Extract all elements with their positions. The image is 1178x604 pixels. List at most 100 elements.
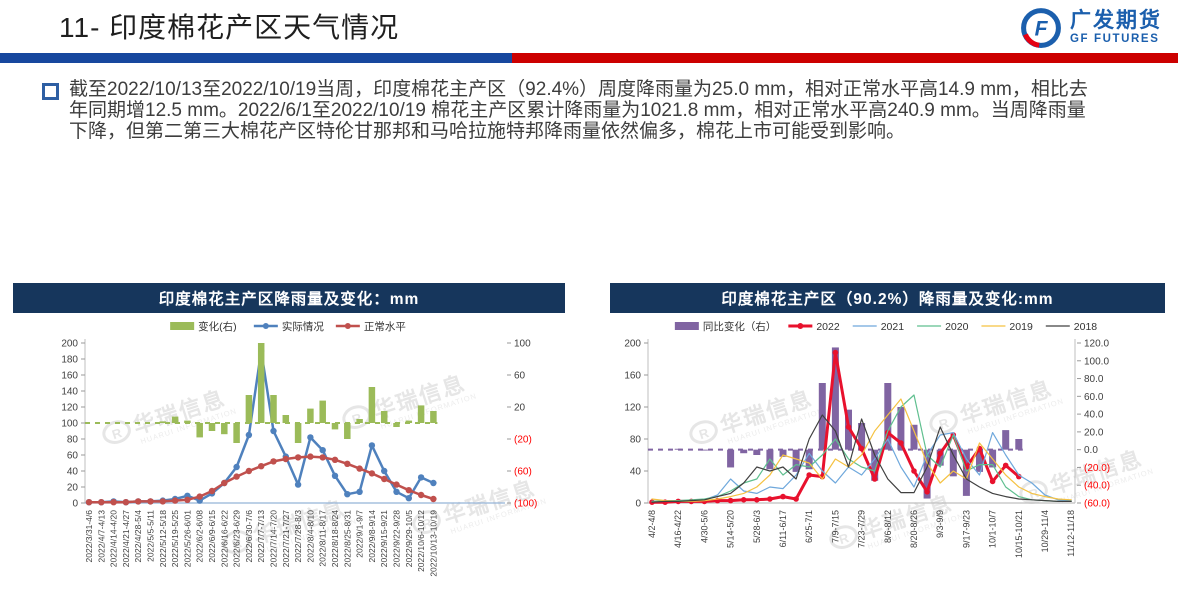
svg-text:R: R: [697, 425, 711, 442]
bullet-square-icon: [42, 83, 59, 100]
svg-text:80: 80: [67, 435, 79, 446]
svg-text:4/2-4/8: 4/2-4/8: [647, 510, 657, 538]
x-axis-labels: 4/2-4/8 4/16-4/22 4/30-5/6 5/14-5/20 5/28-6/…: [647, 510, 1076, 558]
svg-text:160: 160: [61, 371, 78, 382]
svg-text:140: 140: [61, 387, 78, 398]
svg-text:8/6-8/12: 8/6-8/12: [883, 510, 893, 543]
svg-text:2022/4/7-4/13: 2022/4/7-4/13: [96, 510, 106, 563]
gf-logo-en: GF FUTURES: [1070, 33, 1160, 46]
svg-text:100.0: 100.0: [1084, 356, 1109, 367]
svg-text:9/17-9/23: 9/17-9/23: [961, 510, 971, 548]
series-变化(右): [85, 343, 438, 443]
svg-text:2022/6/9-6/15: 2022/6/9-6/15: [207, 510, 217, 563]
gf-logo-cn: 广发期货: [1070, 9, 1162, 33]
svg-text:2022/6/23-6/29: 2022/6/23-6/29: [232, 510, 242, 567]
svg-text:200: 200: [624, 339, 641, 350]
svg-text:7/9-7/15: 7/9-7/15: [830, 510, 840, 543]
series-正常水平: [85, 453, 437, 506]
svg-text:6/11-6/17: 6/11-6/17: [778, 510, 788, 547]
svg-text:2022/8/4-8/10: 2022/8/4-8/10: [305, 510, 315, 563]
right-chart-title: 印度棉花主产区（90.2%）降雨量及变化:mm: [610, 283, 1165, 313]
svg-text:2022/7/14-7/20: 2022/7/14-7/20: [269, 510, 279, 567]
svg-text:2022/8/18-8/24: 2022/8/18-8/24: [330, 510, 340, 567]
svg-text:2022/6/30-7/6: 2022/6/30-7/6: [244, 510, 254, 563]
svg-text:5/28-6/3: 5/28-6/3: [752, 510, 762, 543]
svg-text:2022/9/8-9/14: 2022/9/8-9/14: [367, 510, 377, 563]
svg-text:(60.0): (60.0): [1084, 499, 1110, 510]
svg-text:10/1-10/7: 10/1-10/7: [988, 510, 998, 548]
svg-text:2022/9/29-10/5: 2022/9/29-10/5: [404, 510, 414, 567]
svg-text:2022/9/15-9/21: 2022/9/15-9/21: [379, 510, 389, 567]
page-title: 11- 印度棉花产区天气情况: [59, 12, 400, 43]
left-chart-panel: 印度棉花主产区降雨量及变化：mm R 华瑞信息 HUARUI INFORMATION…: [13, 283, 565, 603]
svg-text:R: R: [110, 425, 124, 442]
svg-text:正常水平: 正常水平: [364, 320, 406, 333]
svg-text:0.0: 0.0: [1084, 445, 1098, 456]
svg-text:6/25-7/1: 6/25-7/1: [804, 510, 814, 543]
svg-text:2022/7/7-7/13: 2022/7/7-7/13: [256, 510, 266, 563]
series-2021: [651, 432, 1072, 502]
svg-text:120: 120: [624, 403, 641, 414]
svg-text:10/29-11/4: 10/29-11/4: [1040, 510, 1050, 552]
svg-text:2022/10/13-10/19: 2022/10/13-10/19: [428, 510, 438, 577]
svg-text:2019: 2019: [1009, 321, 1033, 333]
svg-text:60: 60: [67, 451, 79, 462]
svg-text:实际情况: 实际情况: [282, 320, 324, 333]
svg-text:2021: 2021: [881, 321, 905, 333]
divider-red-bar: [512, 53, 1178, 63]
svg-text:200: 200: [61, 339, 78, 350]
svg-text:2022/10/6-10/12: 2022/10/6-10/12: [416, 510, 426, 572]
svg-text:60.0: 60.0: [1084, 392, 1104, 403]
svg-text:2022/4/28-5/4: 2022/4/28-5/4: [133, 510, 143, 563]
svg-text:80.0: 80.0: [1084, 374, 1104, 385]
svg-text:7/23-7/29: 7/23-7/29: [857, 510, 867, 548]
svg-text:100: 100: [61, 419, 78, 430]
gf-logo-text: 广发期货 GF FUTURES: [1070, 10, 1162, 46]
svg-text:5/14-5/20: 5/14-5/20: [726, 510, 736, 548]
svg-text:2022/3/31-4/6: 2022/3/31-4/6: [84, 510, 94, 563]
svg-text:20: 20: [514, 403, 526, 414]
svg-text:120.0: 120.0: [1084, 339, 1109, 350]
svg-text:2022/8/25-8/31: 2022/8/25-8/31: [342, 510, 352, 567]
svg-text:2022/5/26-6/01: 2022/5/26-6/01: [182, 510, 192, 567]
svg-text:120: 120: [61, 403, 78, 414]
svg-text:100: 100: [514, 339, 531, 350]
svg-text:2022/4/14-4/20: 2022/4/14-4/20: [109, 510, 119, 567]
svg-text:(20): (20): [514, 435, 532, 446]
svg-text:20.0: 20.0: [1084, 427, 1104, 438]
series-2019: [651, 398, 1072, 502]
summary-text: 截至2022/10/13至2022/10/19当周，印度棉花主产区（92.4%）…: [69, 79, 1088, 142]
svg-text:2022/5/5-5/11: 2022/5/5-5/11: [146, 510, 156, 562]
svg-text:2018: 2018: [1074, 321, 1098, 333]
axes: 0 40 80 120 160 200 120.0 100.0 80.0 60.0 40.0 20.0…: [624, 339, 1110, 510]
svg-text:80: 80: [630, 435, 642, 446]
axes: 0 20 40 60 80 100 120 140 160 180 200 100 60 20 (20) (6…: [61, 339, 537, 510]
svg-text:11/12-11/18: 11/12-11/18: [1066, 510, 1076, 557]
svg-text:2022/5/19-5/25: 2022/5/19-5/25: [170, 510, 180, 567]
svg-text:40: 40: [630, 467, 642, 478]
svg-text:4/16-4/22: 4/16-4/22: [673, 510, 683, 548]
svg-text:60: 60: [514, 371, 526, 382]
svg-text:同比变化（右）: 同比变化（右）: [703, 320, 777, 333]
svg-text:F: F: [1035, 17, 1049, 40]
svg-text:10/15-10/21: 10/15-10/21: [1014, 510, 1024, 558]
svg-text:2022/6/2-6/08: 2022/6/2-6/08: [195, 510, 205, 563]
svg-text:2022/5/12-5/18: 2022/5/12-5/18: [158, 510, 168, 567]
divider-blue-bar: [0, 53, 512, 63]
svg-text:2022: 2022: [816, 321, 840, 333]
svg-text:20: 20: [67, 483, 79, 494]
svg-text:(40.0): (40.0): [1084, 481, 1110, 492]
summary-bullet: 截至2022/10/13至2022/10/19当周，印度棉花主产区（92.4%）…: [42, 79, 1089, 142]
svg-text:2022/7/21-7/27: 2022/7/21-7/27: [281, 510, 291, 567]
series-2020: [651, 394, 1072, 502]
gf-logo-icon: F: [1021, 8, 1061, 48]
svg-text:(100): (100): [514, 499, 537, 510]
svg-text:(20.0): (20.0): [1084, 463, 1110, 474]
svg-text:0: 0: [635, 499, 641, 510]
svg-text:(60): (60): [514, 467, 532, 478]
svg-text:2022/7/28-8/3: 2022/7/28-8/3: [293, 510, 303, 563]
svg-text:变化(右): 变化(右): [198, 320, 237, 333]
